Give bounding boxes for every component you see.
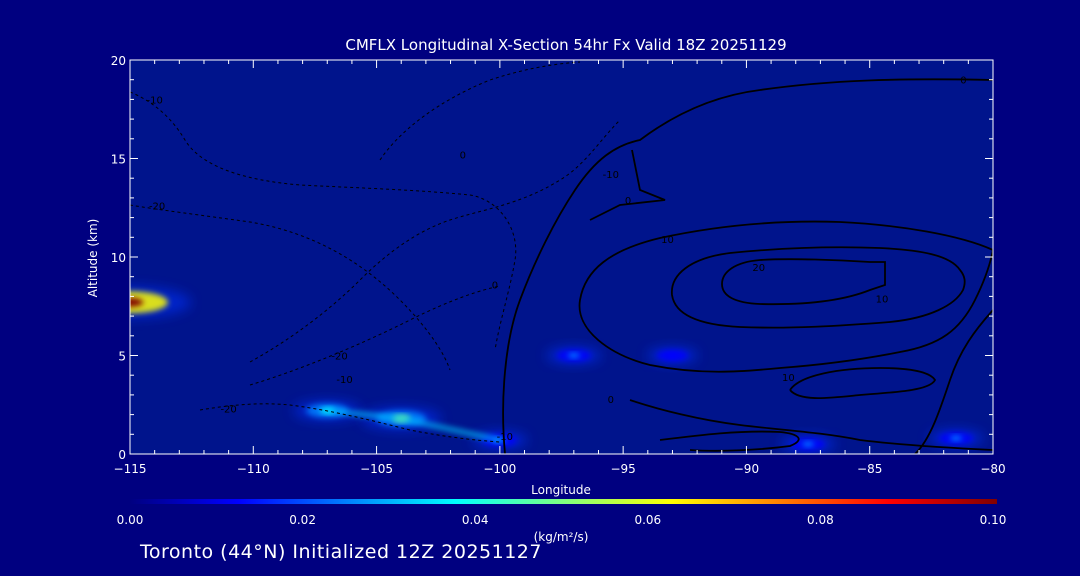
x-tick-label-3: −100	[483, 462, 516, 476]
contour-label-9: 0	[625, 196, 631, 207]
contour-20	[671, 246, 966, 329]
chart-title: CMFLX Longitudinal X-Section 54hr Fx Val…	[345, 36, 786, 54]
contour-neg10-mid	[249, 119, 621, 363]
contour-neg20-low	[199, 403, 501, 443]
contour-0-upper	[589, 149, 666, 221]
y-tick-label-3: 15	[111, 153, 126, 167]
contour-labels: -10 -20 -20 -10 -20 -10 -10 0 0 0 0 10 10 20 10 0	[146, 76, 966, 444]
contour-label-10: 0	[608, 395, 614, 406]
contour-neg-top	[379, 61, 581, 161]
contour-neg20	[130, 204, 451, 371]
contour-0-right	[914, 309, 993, 454]
contour-label-13: 20	[752, 263, 765, 274]
contour-label-11: 10	[661, 235, 674, 246]
x-tick-label-2: −105	[360, 462, 393, 476]
x-tick-label-5: −90	[734, 462, 759, 476]
colorbar-label: (kg/m²/s)	[534, 530, 589, 544]
flux-core-6	[802, 441, 815, 447]
colorbar	[130, 499, 997, 504]
contour-label-3: -10	[336, 375, 352, 386]
contour-0-bottom	[629, 399, 993, 451]
contour-label-12: 10	[876, 294, 889, 305]
x-tick-label-4: −95	[610, 462, 635, 476]
contour-neg10-upper	[130, 91, 517, 351]
flux-heatmap	[130, 286, 984, 453]
flux-mark-0	[130, 291, 168, 314]
contour-label-0: -10	[146, 95, 162, 106]
colorbar-tick-label-3: 0.06	[634, 513, 661, 527]
flux-core-4	[567, 353, 580, 358]
y-tick-label-0: 0	[118, 448, 126, 462]
x-tick-label-1: −110	[237, 462, 270, 476]
x-axis-ticks: −115 −110 −105 −100 −95 −90 −85 −80	[114, 60, 1006, 476]
flux-core-0	[130, 297, 144, 307]
contour-30	[721, 258, 886, 306]
y-tick-label-2: 10	[111, 251, 126, 265]
colorbar-tick-label-4: 0.08	[807, 513, 834, 527]
colorbar-tick-label-2: 0.04	[462, 513, 489, 527]
contour-0-lower-loop	[659, 430, 800, 452]
contour-lines	[130, 61, 993, 454]
x-tick-label-7: −80	[980, 462, 1005, 476]
y-tick-label-1: 5	[118, 350, 126, 364]
contour-label-1: -20	[149, 202, 165, 213]
contour-10-lower	[789, 367, 937, 400]
x-tick-label-0: −115	[114, 462, 147, 476]
y-axis-ticks: 0 5 10 15 20	[111, 54, 993, 462]
contour-0-outer	[502, 78, 993, 454]
contour-neg10-low	[249, 285, 501, 386]
colorbar-tick-label-5: 0.10	[980, 513, 1007, 527]
y-axis-label: Altitude (km)	[86, 219, 100, 298]
flux-core-7	[949, 435, 963, 441]
contour-label-8: 0	[492, 281, 498, 292]
x-tick-label-6: −85	[857, 462, 882, 476]
y-tick-label-4: 20	[111, 54, 126, 68]
flux-band	[326, 408, 501, 443]
x-axis-label: Longitude	[531, 483, 591, 497]
contour-label-5: -10	[497, 432, 513, 443]
colorbar-ticks: 0.00 0.02 0.04 0.06 0.08 0.10	[117, 513, 1007, 527]
contour-label-7: 0	[460, 151, 466, 162]
footer-caption: Toronto (44°N) Initialized 12Z 20251127	[140, 541, 542, 563]
flux-core-5	[666, 353, 679, 358]
contour-label-15: 0	[960, 76, 966, 87]
contour-label-6: -10	[603, 170, 619, 181]
colorbar-tick-label-1: 0.02	[289, 513, 316, 527]
contour-label-14: 10	[782, 373, 795, 384]
contour-label-4: -20	[220, 405, 236, 416]
contour-10	[578, 220, 993, 373]
colorbar-tick-label-0: 0.00	[117, 513, 144, 527]
plot-area	[130, 60, 993, 454]
contour-label-2: -20	[331, 351, 347, 362]
